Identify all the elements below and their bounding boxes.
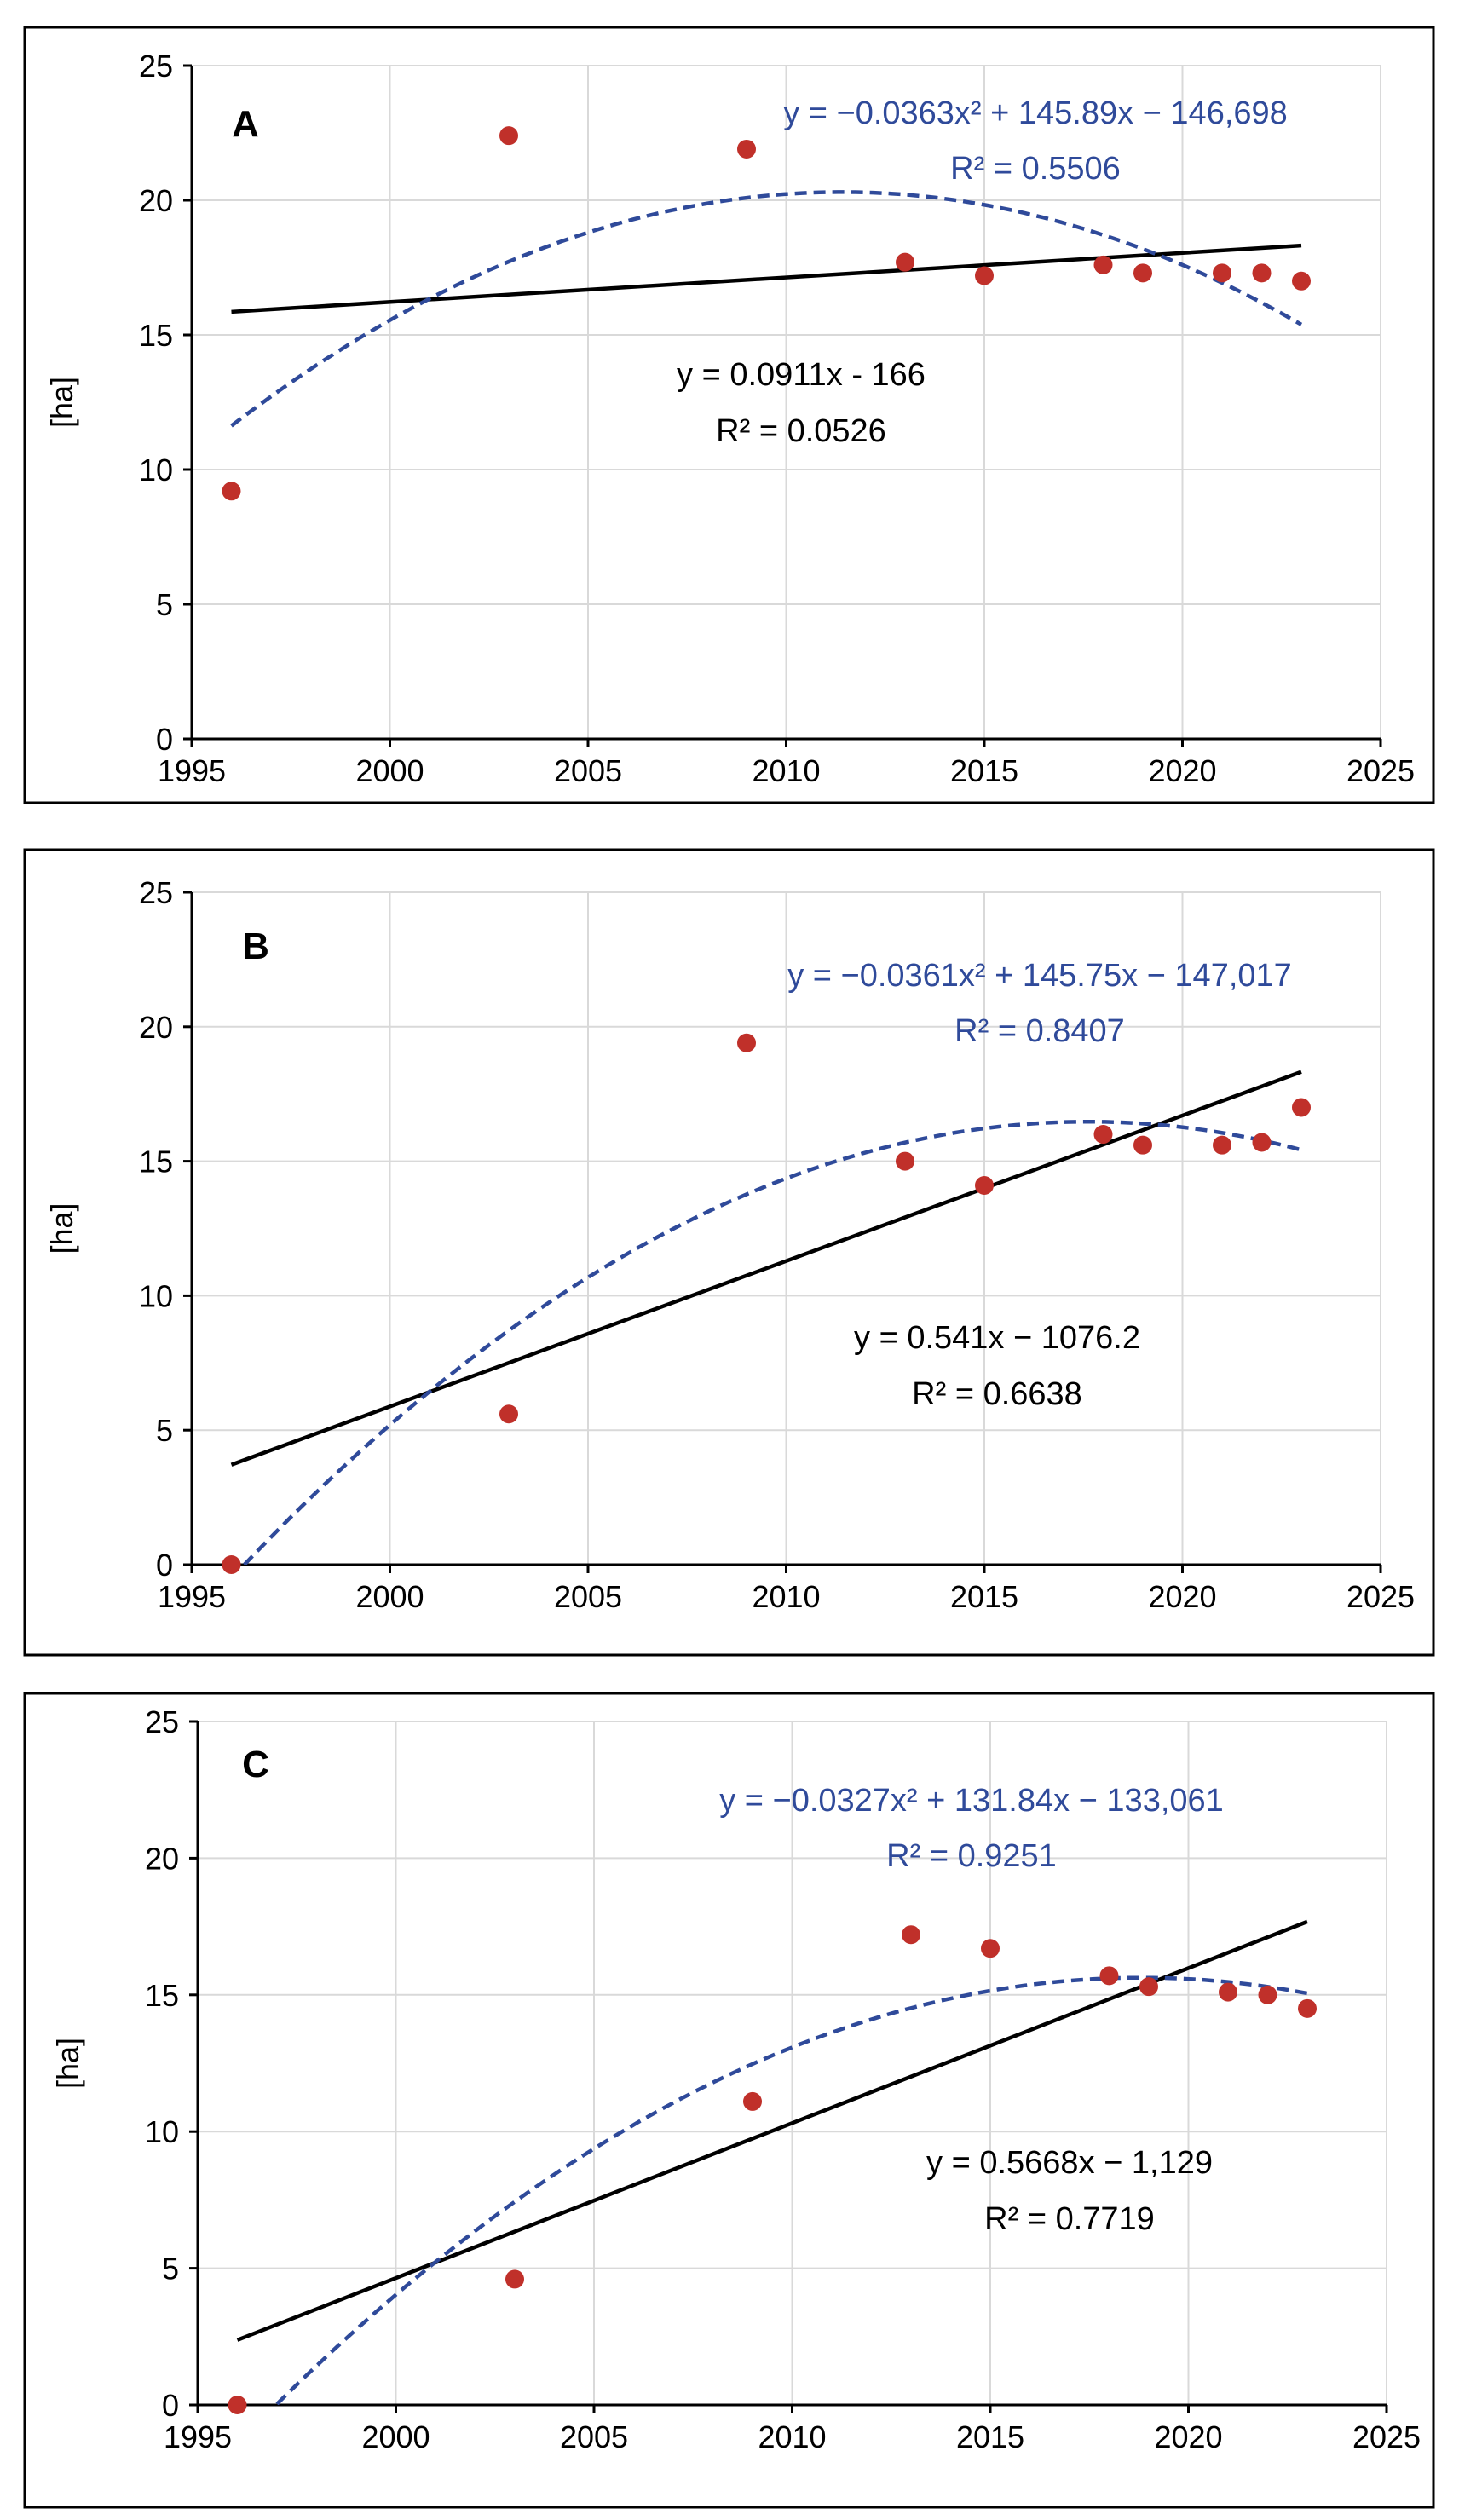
panel-c-poly-equation: y = −0.0327x² + 131.84x − 133,061 — [719, 1783, 1224, 1819]
panel-c-data-point — [981, 1939, 1000, 1958]
panel-a-x-tick-label: 2000 — [355, 753, 424, 788]
panel-a-x-tick-label: 2005 — [554, 753, 622, 788]
panel-b-poly-equation: y = −0.0361x² + 145.75x − 147,017 — [787, 958, 1292, 994]
panel-b-linear-equation: y = 0.541x − 1076.2 — [854, 1320, 1140, 1356]
panel-b-frame — [23, 848, 1435, 1657]
panel-b-data-point — [737, 1033, 756, 1052]
panel-c-frame — [23, 1692, 1435, 2509]
panel-c-y-tick-label: 25 — [145, 1704, 179, 1739]
panel-b-x-tick-label: 2000 — [355, 1579, 424, 1614]
panel-b-letter: B — [242, 926, 269, 967]
panel-c-y-tick-label: 20 — [145, 1841, 179, 1876]
panel-c-data-point — [902, 1925, 920, 1945]
panel-c-x-tick-label: 2010 — [758, 2419, 826, 2454]
panel-c-x-tick-label: 2025 — [1352, 2419, 1421, 2454]
panel-c-x-tick-label: 2005 — [560, 2419, 628, 2454]
panel-a-y-tick-label: 0 — [156, 722, 173, 757]
panel-c-data-point — [505, 2269, 524, 2289]
panel-c-linear-r2: R² = 0.7719 — [984, 2201, 1155, 2237]
panel-b-data-point — [1133, 1135, 1152, 1155]
panel-a-poly-r2: R² = 0.5506 — [950, 151, 1121, 187]
panel-a-y-tick-label: 5 — [156, 587, 173, 622]
panel-b-data-point — [1292, 1098, 1311, 1117]
panel-a-x-tick-label: 2010 — [752, 753, 820, 788]
panel-c-data-point — [1219, 1982, 1237, 2002]
panel-a-y-tick-label: 20 — [139, 183, 173, 218]
panel-b-data-point — [1252, 1133, 1272, 1152]
panel-a-data-point — [1213, 263, 1231, 283]
panel-c-data-point — [228, 2396, 247, 2414]
panel-b-linear-trendline — [230, 1070, 1302, 1467]
panel-a-y-tick-label: 10 — [139, 453, 173, 487]
panel-c-y-axis-label: [ha] — [50, 2038, 85, 2089]
panel-b-poly-r2: R² = 0.8407 — [954, 1013, 1125, 1049]
panel-b-y-tick-label: 15 — [139, 1145, 173, 1179]
panel-c-y-tick-label: 5 — [162, 2252, 179, 2286]
panel-a-data-point — [1292, 271, 1311, 291]
panel-b-data-point — [499, 1404, 518, 1424]
panel-a-data-point — [896, 252, 914, 272]
panel-b-data-point — [1093, 1125, 1113, 1145]
panel-b-x-tick-label: 2015 — [950, 1579, 1018, 1614]
panel-c-x-tick-label: 1995 — [164, 2419, 232, 2454]
panel-b-y-tick-label: 5 — [156, 1413, 173, 1448]
panel-b-data-point — [1213, 1135, 1231, 1155]
panel-a-y-tick-label: 15 — [139, 318, 173, 353]
panel-a-x-tick-label: 2015 — [950, 753, 1018, 788]
panel-a-x-tick-label: 1995 — [158, 753, 226, 788]
panel-b-y-tick-label: 0 — [156, 1548, 173, 1583]
panel-a-x-tick-label: 2025 — [1346, 753, 1415, 788]
panel-a-y-axis-label: [ha] — [44, 377, 79, 428]
panel-a-x-tick-label: 2020 — [1148, 753, 1216, 788]
panel-b-x-tick-label: 2010 — [752, 1579, 820, 1614]
panel-a-letter: A — [232, 103, 259, 145]
panel-c-y-tick-label: 0 — [162, 2388, 179, 2423]
panel-c-linear-trendline — [236, 1919, 1308, 2342]
panel-c-polynomial-trendline — [275, 1975, 1308, 2405]
panel-a-data-point — [1252, 263, 1272, 283]
panel-b-data-point — [222, 1555, 241, 1574]
panel-a-y-tick-label: 25 — [139, 49, 173, 84]
panel-c-data-point — [743, 2091, 762, 2111]
panel-c-x-tick-label: 2015 — [956, 2419, 1024, 2454]
panel-a-data-point — [975, 266, 994, 285]
panel-c-letter: C — [242, 1744, 269, 1785]
panel-b-y-tick-label: 20 — [139, 1010, 173, 1045]
panel-b-x-tick-label: 2020 — [1148, 1579, 1216, 1614]
panel-c-y-tick-label: 15 — [145, 1978, 179, 2013]
panel-c-data-point — [1139, 1977, 1158, 1997]
panel-c-y-tick-label: 10 — [145, 2114, 179, 2149]
panel-b-linear-r2: R² = 0.6638 — [912, 1376, 1082, 1412]
panel-a-linear-r2: R² = 0.0526 — [716, 413, 886, 449]
panel-c-x-tick-label: 2000 — [361, 2419, 430, 2454]
panel-c-linear-equation: y = 0.5668x − 1,129 — [926, 2145, 1213, 2181]
panel-c-data-point — [1298, 1998, 1317, 2018]
panel-b-y-tick-label: 10 — [139, 1278, 173, 1313]
panel-a-frame — [23, 26, 1435, 804]
panel-a-data-point — [499, 126, 518, 146]
panel-a-data-point — [1133, 263, 1152, 283]
panel-c-data-point — [1258, 1985, 1277, 2004]
panel-a-linear-trendline — [231, 243, 1302, 314]
panel-b-x-tick-label: 2025 — [1346, 1579, 1415, 1614]
panel-a-poly-equation: y = −0.0363x² + 145.89x − 146,698 — [783, 95, 1288, 131]
panel-c-data-point — [1099, 1966, 1119, 1986]
panel-b-polynomial-trendline — [241, 1119, 1302, 1565]
panel-b-data-point — [975, 1176, 994, 1196]
panel-a-data-point — [1093, 255, 1113, 274]
panel-b-y-tick-label: 25 — [139, 875, 173, 910]
panel-b-data-point — [896, 1151, 914, 1171]
panel-a-data-point — [737, 139, 756, 159]
panel-b-y-axis-label: [ha] — [44, 1202, 79, 1254]
panel-a-data-point — [222, 482, 241, 501]
panel-b-x-tick-label: 2005 — [554, 1579, 622, 1614]
panel-a-polynomial-trendline — [230, 190, 1303, 428]
panel-c-x-tick-label: 2020 — [1154, 2419, 1222, 2454]
panel-b-x-tick-label: 1995 — [158, 1579, 226, 1614]
panel-c-poly-r2: R² = 0.9251 — [886, 1838, 1057, 1874]
panel-a-linear-equation: y = 0.0911x - 166 — [677, 357, 926, 393]
